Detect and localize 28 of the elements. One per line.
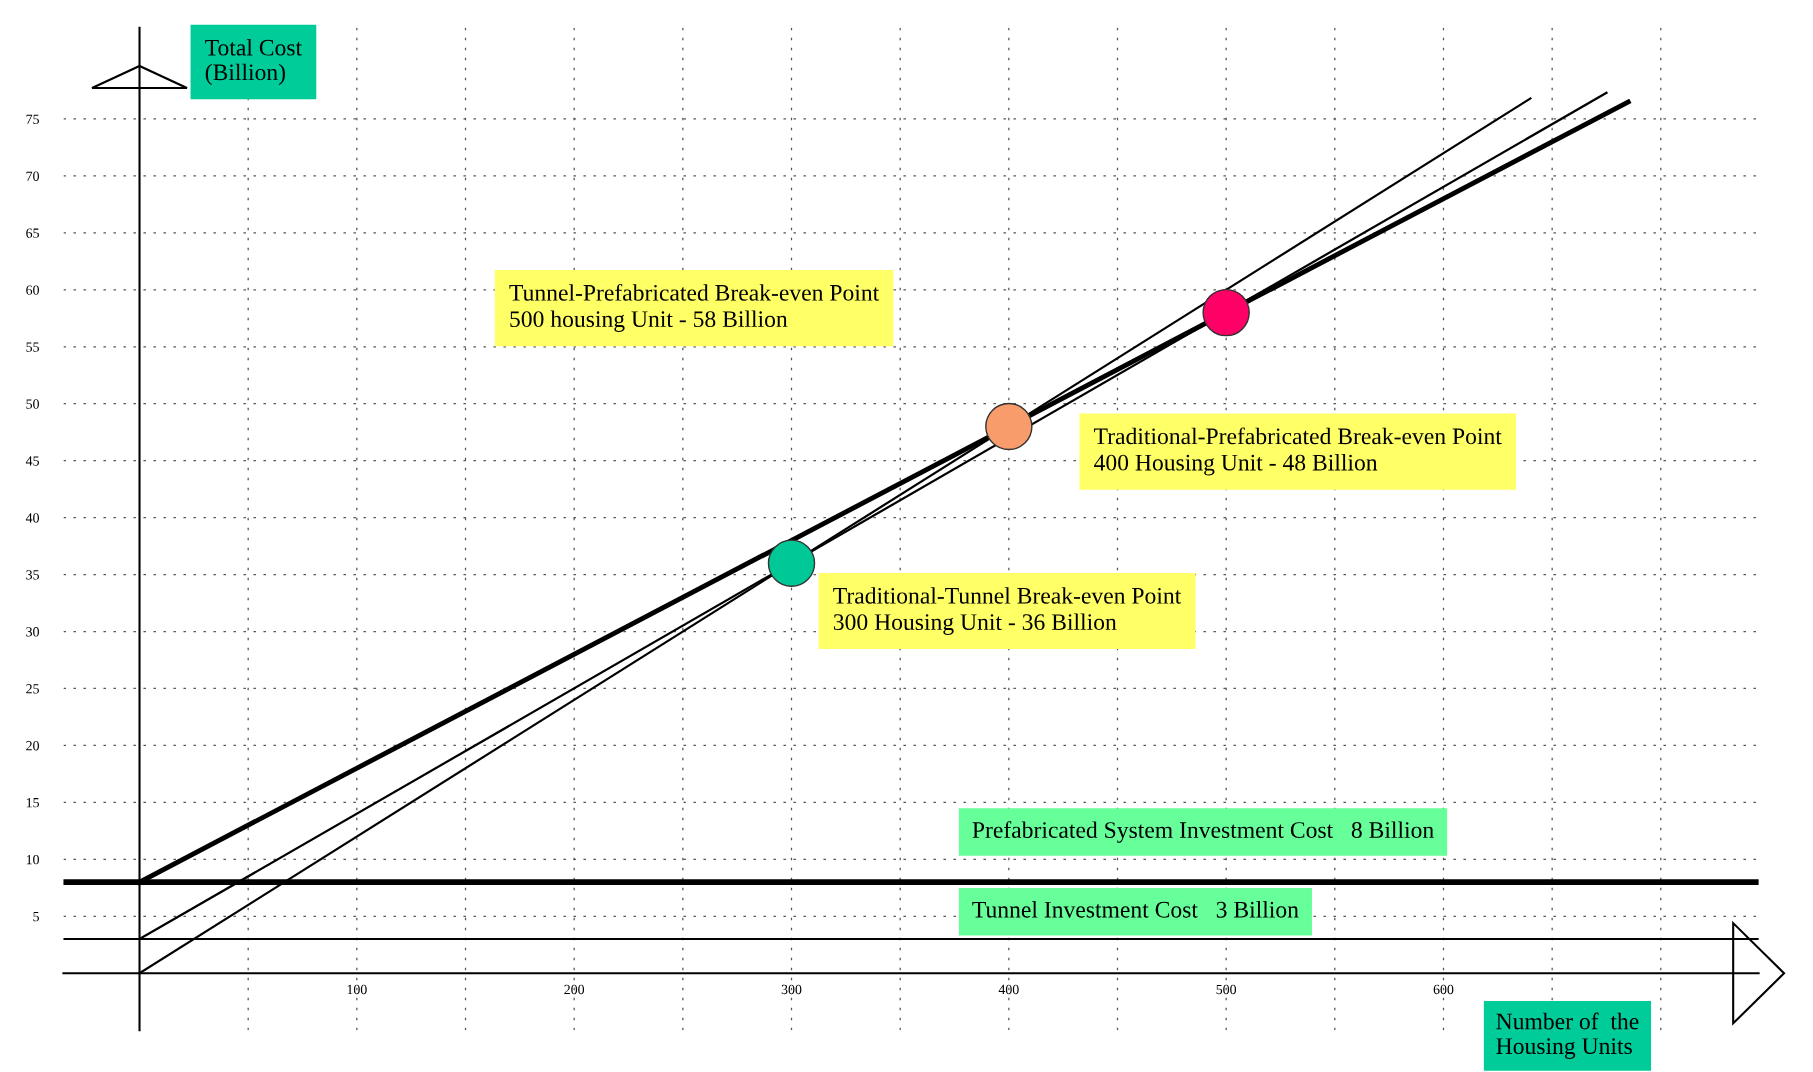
ref-line-label: Tunnel Investment Cost 3 Billion	[972, 901, 1299, 918]
x-tick-label: 500	[1216, 984, 1237, 995]
y-tick-label: 65	[26, 228, 39, 238]
y-tick-label: 55	[26, 342, 39, 352]
y-tick-label: 5	[33, 912, 39, 922]
y-tick-label: 15	[26, 798, 39, 808]
y-tick-label: 45	[25, 456, 39, 466]
x-tick-label: 100	[347, 984, 367, 995]
y-tick-label: 10	[26, 854, 39, 865]
ref-line-label: Prefabricated System Investment Cost 8 Billion	[972, 821, 1434, 843]
y-tick-label: 60	[26, 285, 39, 295]
x-tick-label: 600	[1433, 984, 1454, 995]
x-tick-label: 300	[781, 984, 802, 995]
x-tick-label: 400	[998, 984, 1019, 995]
y-tick-label: 70	[26, 171, 39, 181]
annotation: Tunnel-Prefabricated Break-even Point 500 housing Unit - 58 Billion	[509, 283, 880, 332]
y-tick-label: 25	[26, 684, 39, 694]
annotation: Traditional-Prefabricated Break-even Point 400 Housing Unit - 48 Billion	[1094, 427, 1502, 476]
x-axis-title: Number of the Housing Units	[1496, 1012, 1639, 1059]
y-tick-label: 30	[26, 627, 39, 637]
y-axis-title: Total Cost (Billion)	[205, 38, 302, 86]
annotation: Traditional-Tunnel Break-even Point 300 Housing Unit - 36 Billion	[833, 587, 1182, 635]
y-tick-label: 50	[26, 399, 39, 409]
y-tick-label: 75	[26, 114, 39, 124]
y-tick-label: 40	[25, 513, 39, 523]
y-tick-label: 35	[26, 570, 39, 580]
x-tick-label: 200	[564, 984, 585, 995]
y-tick-label: 20	[26, 741, 39, 751]
